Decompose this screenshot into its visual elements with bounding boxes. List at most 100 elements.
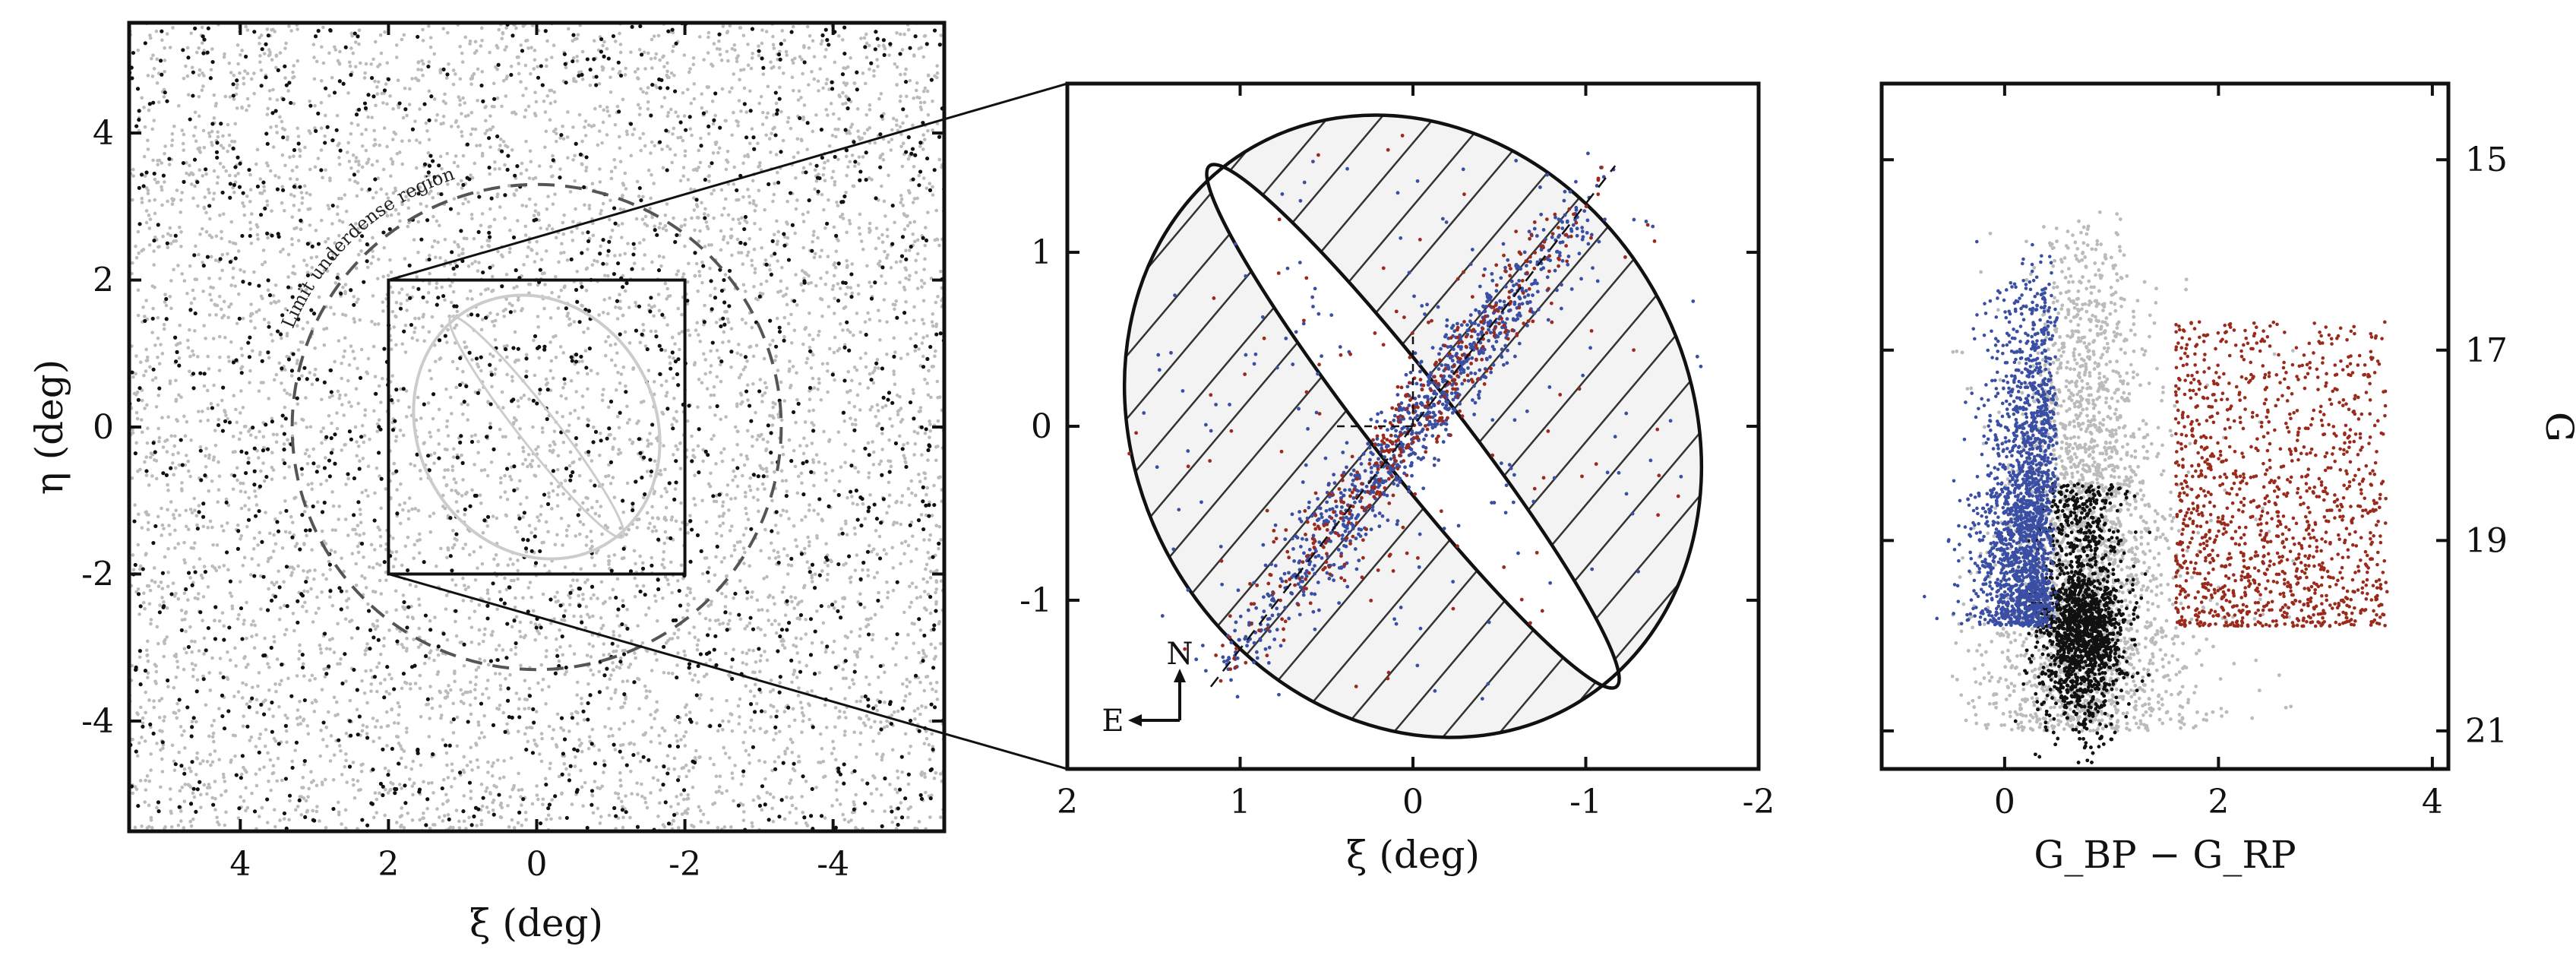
star-point	[836, 430, 841, 434]
star-point	[378, 682, 383, 685]
star-point	[535, 252, 539, 256]
star-point	[302, 543, 306, 546]
star-point	[455, 744, 460, 748]
star-point	[148, 33, 152, 37]
star-point	[750, 263, 754, 267]
star-point	[658, 221, 662, 226]
star-point	[432, 461, 436, 465]
star-point	[443, 92, 447, 96]
star-point	[649, 57, 653, 61]
star-point	[234, 664, 238, 668]
star-point	[561, 351, 566, 355]
star-point	[131, 174, 135, 178]
star-point	[484, 119, 488, 123]
star-point	[410, 507, 414, 511]
star-point	[871, 450, 876, 454]
star-point	[675, 795, 678, 799]
star-point	[340, 822, 343, 826]
star-point	[751, 179, 755, 183]
star-point	[887, 53, 891, 57]
star-point	[728, 90, 732, 94]
star-point	[801, 719, 805, 723]
star-point	[234, 407, 238, 412]
star-point	[633, 576, 637, 581]
star-point	[223, 410, 227, 414]
star-point	[271, 293, 276, 298]
star-point	[338, 393, 342, 397]
star-point	[924, 654, 928, 658]
star-point	[166, 571, 170, 574]
star-point	[451, 82, 456, 87]
star-point	[521, 24, 526, 28]
star-point	[868, 108, 872, 112]
star-point	[168, 379, 172, 383]
star-point	[679, 225, 683, 229]
star-point	[771, 199, 775, 204]
star-point	[708, 370, 713, 375]
star-point	[247, 103, 251, 108]
star-point	[861, 247, 865, 252]
star-point	[894, 299, 899, 303]
star-point	[215, 181, 220, 185]
star-point	[476, 99, 479, 103]
star-point	[436, 669, 441, 674]
star-point	[678, 527, 683, 531]
star-point	[888, 416, 892, 421]
star-point	[374, 103, 378, 108]
star-point	[345, 780, 349, 784]
star-point	[290, 169, 295, 172]
star-point	[183, 746, 187, 750]
star-point	[784, 479, 789, 482]
star-point	[462, 794, 466, 798]
star-point	[902, 454, 906, 457]
star-point	[862, 606, 867, 609]
star-point	[535, 784, 539, 788]
star-point	[266, 106, 270, 111]
star-point	[188, 819, 193, 824]
star-point	[800, 600, 804, 603]
star-point	[536, 515, 539, 519]
star-point	[150, 578, 154, 583]
star-point	[461, 201, 465, 206]
star-point	[381, 274, 386, 279]
star-point	[737, 343, 741, 346]
star-point	[704, 109, 709, 114]
star-point	[864, 41, 869, 46]
star-point	[544, 64, 548, 68]
star-point	[354, 222, 358, 226]
star-point	[882, 548, 887, 552]
star-point	[211, 731, 216, 736]
star-point	[407, 103, 412, 106]
star-point	[669, 517, 674, 522]
star-point	[756, 433, 760, 438]
star-point	[207, 734, 211, 739]
star-point	[324, 326, 329, 331]
star-point	[526, 245, 530, 249]
star-point	[875, 552, 880, 556]
star-point	[390, 290, 395, 295]
star-point	[412, 543, 417, 547]
star-point	[678, 135, 683, 140]
star-point	[665, 536, 669, 540]
star-point	[598, 104, 602, 109]
star-point	[134, 354, 138, 358]
star-point	[915, 196, 919, 201]
star-point	[275, 131, 279, 134]
star-point	[925, 486, 930, 490]
star-point	[545, 93, 550, 98]
star-point	[348, 178, 352, 182]
star-point	[744, 527, 748, 530]
star-point	[362, 555, 365, 559]
star-point	[469, 690, 473, 694]
star-point	[143, 407, 147, 410]
star-point	[555, 712, 560, 717]
star-point	[428, 45, 433, 49]
star-point	[138, 360, 143, 364]
star-point	[735, 484, 740, 489]
star-point	[823, 226, 827, 230]
star-point	[887, 438, 891, 442]
star-point	[216, 134, 220, 139]
star-point	[169, 797, 172, 802]
star-point	[925, 381, 929, 385]
star-point	[172, 768, 177, 773]
